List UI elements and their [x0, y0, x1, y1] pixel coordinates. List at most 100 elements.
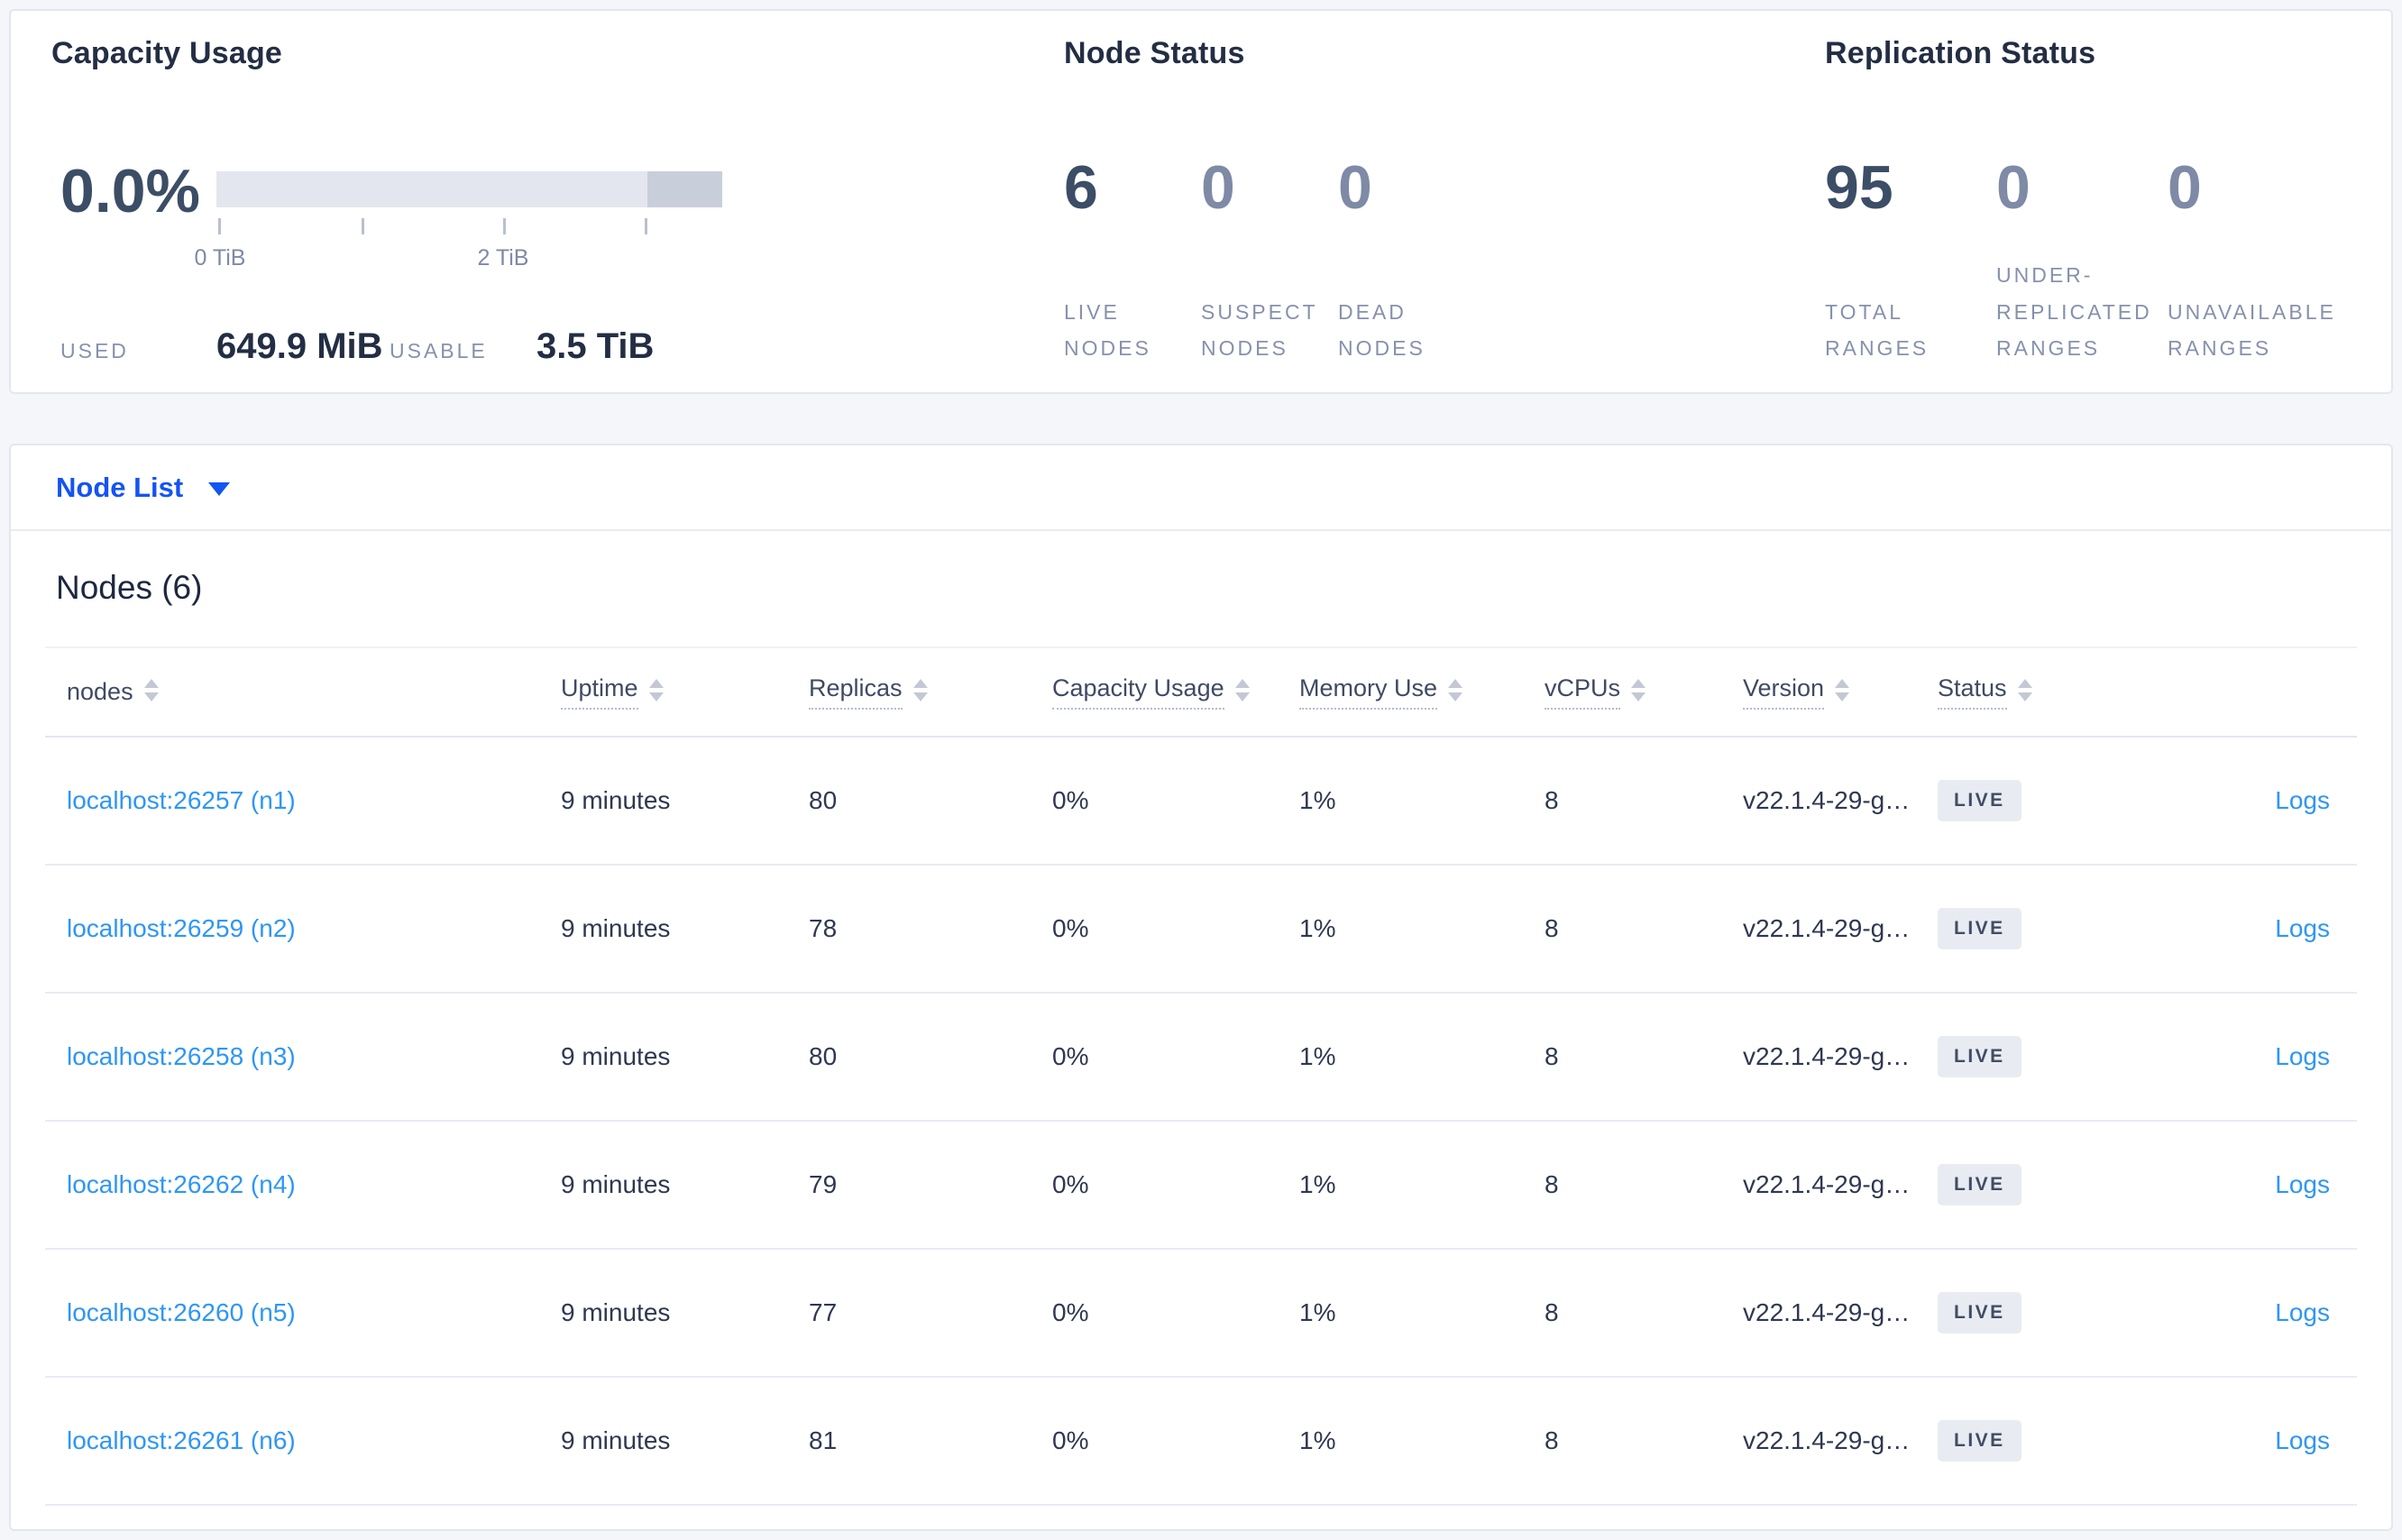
cell-replicas: 78: [809, 914, 838, 942]
capacity-bar-tick: [503, 218, 506, 234]
cell-status: LIVE: [1916, 780, 2144, 821]
sort-icon[interactable]: [1448, 679, 1463, 701]
cell-capacity: 0%: [1052, 786, 1089, 814]
status-badge: LIVE: [1938, 1292, 2022, 1334]
table-row: localhost:26258 (n3) 9 minutes 80 0% 1% 8 v22.…: [45, 994, 2357, 1122]
cell-vcpus: 8: [1545, 786, 1559, 814]
cell-uptime: 9 minutes: [561, 786, 671, 814]
logs-link[interactable]: Logs: [2275, 786, 2330, 814]
cell-vcpus: 8: [1545, 1042, 1559, 1070]
cell-status: LIVE: [1916, 1036, 2144, 1077]
cell-logs: Logs: [2144, 1426, 2357, 1455]
node-list-dropdown[interactable]: Node List: [56, 471, 231, 504]
metric-value: 0: [2168, 153, 2202, 222]
logs-link[interactable]: Logs: [2275, 914, 2330, 942]
sort-icon[interactable]: [143, 679, 159, 701]
title-divider: [45, 646, 2357, 648]
replication-status-metrics: 95 TOTAL RANGES 0 UNDER- REPLICATED RANGES 0 UNA…: [1825, 157, 2375, 366]
node-link[interactable]: localhost:26258 (n3): [67, 1042, 296, 1070]
sort-icon[interactable]: [912, 679, 928, 701]
cell-replicas: 77: [809, 1298, 838, 1326]
metric-label: SUSPECT NODES: [1201, 299, 1318, 360]
table-row: localhost:26260 (n5) 9 minutes 77 0% 1% 8 v22.…: [45, 1250, 2357, 1378]
metric-value: 95: [1825, 153, 1893, 222]
metric-value: 0: [1201, 153, 1235, 222]
status-badge: LIVE: [1938, 780, 2022, 821]
cell-status: LIVE: [1916, 1164, 2144, 1205]
metric-value: 6: [1064, 153, 1098, 222]
cell-capacity: 0%: [1052, 1426, 1089, 1454]
replication-status-title: Replication Status: [1825, 36, 2096, 70]
cell-uptime: 9 minutes: [561, 1170, 671, 1198]
cell-version: v22.1.4-29-g…: [1743, 1170, 1911, 1198]
column-header-vcpus[interactable]: vCPUs: [1523, 674, 1721, 710]
cell-logs: Logs: [2144, 1042, 2357, 1071]
logs-link[interactable]: Logs: [2275, 1042, 2330, 1070]
cell-logs: Logs: [2144, 1170, 2357, 1199]
sort-icon[interactable]: [1835, 679, 1850, 701]
node-link[interactable]: localhost:26260 (n5): [67, 1298, 296, 1326]
cell-uptime: 9 minutes: [561, 1298, 671, 1326]
column-header-version[interactable]: Version: [1721, 674, 1916, 710]
used-value: 649.9 MiB: [216, 326, 383, 366]
column-header-node[interactable]: nodes: [45, 678, 539, 706]
node-link[interactable]: localhost:26262 (n4): [67, 1170, 296, 1198]
column-header-capacity[interactable]: Capacity Usage: [1031, 674, 1278, 710]
cell-memory: 1%: [1299, 786, 1336, 814]
cell-vcpus: 8: [1545, 1298, 1559, 1326]
node-link[interactable]: localhost:26259 (n2): [67, 914, 296, 942]
node-status-metrics: 6 LIVE NODES 0 SUSPECT NODES 0 DEAD NODES: [1064, 157, 1749, 366]
logs-link[interactable]: Logs: [2275, 1426, 2330, 1454]
node-link[interactable]: localhost:26261 (n6): [67, 1426, 296, 1454]
cell-node: localhost:26259 (n2): [45, 914, 539, 943]
cell-node: localhost:26257 (n1): [45, 786, 539, 815]
cell-memory: 1%: [1299, 914, 1336, 942]
column-header-status[interactable]: Status: [1916, 674, 2144, 710]
cell-capacity: 0%: [1052, 1042, 1089, 1070]
sort-icon[interactable]: [648, 679, 664, 701]
capacity-bar-reserved-segment: [647, 171, 722, 207]
status-badge: LIVE: [1938, 908, 2022, 949]
table-header-row: nodes Uptime Replicas Capacity Usage Memory …: [45, 648, 2357, 738]
metric-label: DEAD NODES: [1338, 299, 1426, 360]
cell-vcpus: 8: [1545, 914, 1559, 942]
column-header-replicas[interactable]: Replicas: [787, 674, 1031, 710]
table-row: localhost:26262 (n4) 9 minutes 79 0% 1% 8 v22.…: [45, 1122, 2357, 1250]
cell-memory: 1%: [1299, 1426, 1336, 1454]
node-link[interactable]: localhost:26257 (n1): [67, 786, 296, 814]
column-header-memory[interactable]: Memory Use: [1278, 674, 1523, 710]
view-selector-strip: Node List: [11, 445, 2391, 531]
column-header-uptime[interactable]: Uptime: [539, 674, 787, 710]
cell-node: localhost:26262 (n4): [45, 1170, 539, 1199]
usable-label: USABLE: [390, 339, 488, 362]
usable-value: 3.5 TiB: [536, 326, 655, 366]
capacity-bar-tick: [362, 218, 364, 234]
sort-icon[interactable]: [1631, 679, 1646, 701]
cell-logs: Logs: [2144, 914, 2357, 943]
sort-icon[interactable]: [1234, 679, 1250, 701]
cell-version: v22.1.4-29-g…: [1743, 786, 1911, 814]
capacity-bar-tick: [218, 218, 221, 234]
sort-icon[interactable]: [2017, 679, 2032, 701]
node-list-card: Node List Nodes (6) nodes Uptime Replicas C…: [9, 444, 2393, 1531]
column-label: Uptime: [561, 674, 638, 710]
capacity-tick-label: 0 TiB: [194, 245, 246, 270]
node-status-title: Node Status: [1064, 36, 1245, 70]
logs-link[interactable]: Logs: [2275, 1298, 2330, 1326]
capacity-usage-section: Capacity Usage 0.0% 0 TiB 2 TiB USED 649…: [51, 36, 1007, 370]
table-body: localhost:26257 (n1) 9 minutes 80 0% 1% 8 v22.…: [45, 738, 2357, 1506]
replication-status-section: Replication Status 95 TOTAL RANGES 0 UNDER- R…: [1825, 36, 2375, 370]
metric-label: TOTAL RANGES: [1825, 299, 1930, 360]
cell-logs: Logs: [2144, 786, 2357, 815]
cell-replicas: 80: [809, 786, 838, 814]
chevron-down-icon: [208, 482, 231, 496]
cell-vcpus: 8: [1545, 1426, 1559, 1454]
metric: 0 UNDER- REPLICATED RANGES: [1996, 157, 2168, 366]
node-list-dropdown-label: Node List: [56, 471, 184, 503]
cell-version: v22.1.4-29-g…: [1743, 914, 1911, 942]
cell-uptime: 9 minutes: [561, 1426, 671, 1454]
cell-uptime: 9 minutes: [561, 914, 671, 942]
column-label: Status: [1938, 674, 2007, 710]
cell-memory: 1%: [1299, 1298, 1336, 1326]
logs-link[interactable]: Logs: [2275, 1170, 2330, 1198]
